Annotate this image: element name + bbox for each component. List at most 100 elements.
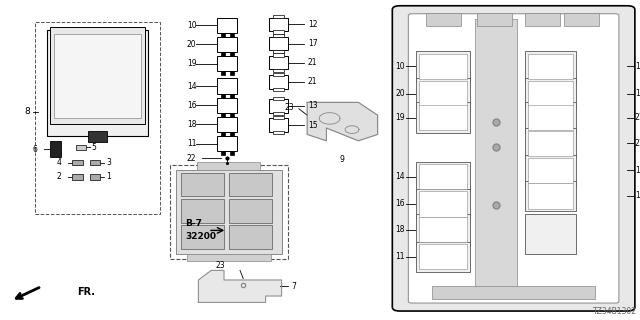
Bar bbox=[269, 118, 288, 132]
Bar bbox=[525, 181, 576, 211]
Bar bbox=[221, 113, 225, 117]
Text: 21: 21 bbox=[308, 77, 317, 86]
Bar bbox=[269, 18, 288, 31]
Bar bbox=[416, 102, 470, 133]
Bar bbox=[525, 78, 576, 109]
Bar bbox=[217, 78, 237, 94]
Text: 17: 17 bbox=[308, 39, 317, 48]
Bar bbox=[217, 98, 237, 113]
Bar bbox=[230, 52, 234, 56]
Bar bbox=[47, 30, 148, 136]
Bar bbox=[221, 52, 225, 56]
Text: 3: 3 bbox=[106, 158, 111, 167]
Text: 10: 10 bbox=[187, 21, 196, 30]
Bar bbox=[181, 225, 225, 249]
Bar bbox=[273, 131, 284, 134]
Text: 15: 15 bbox=[635, 191, 640, 201]
Bar bbox=[528, 54, 573, 79]
Bar bbox=[525, 128, 576, 158]
Text: 1: 1 bbox=[106, 172, 111, 181]
Bar bbox=[416, 242, 470, 272]
Bar bbox=[176, 170, 282, 254]
Text: 8: 8 bbox=[24, 108, 29, 116]
Bar bbox=[525, 214, 576, 254]
Text: 16: 16 bbox=[187, 101, 196, 110]
Bar bbox=[197, 162, 260, 170]
Bar bbox=[416, 214, 470, 245]
Bar bbox=[221, 33, 225, 37]
Bar bbox=[419, 244, 467, 269]
FancyBboxPatch shape bbox=[392, 6, 635, 311]
FancyBboxPatch shape bbox=[408, 14, 619, 303]
Text: 11: 11 bbox=[187, 139, 196, 148]
Bar bbox=[269, 99, 288, 113]
Bar bbox=[273, 30, 284, 34]
Bar bbox=[273, 53, 284, 57]
Bar bbox=[419, 191, 467, 217]
Bar bbox=[230, 113, 234, 117]
Bar bbox=[187, 254, 271, 261]
Text: 14: 14 bbox=[187, 82, 196, 91]
Bar bbox=[419, 105, 467, 130]
Bar bbox=[217, 117, 237, 132]
Bar bbox=[273, 34, 284, 37]
Text: 23: 23 bbox=[285, 103, 294, 112]
Text: 4: 4 bbox=[56, 158, 61, 167]
Bar bbox=[221, 151, 225, 155]
Bar bbox=[229, 173, 272, 196]
Bar bbox=[273, 73, 284, 76]
Bar bbox=[217, 18, 237, 33]
Bar bbox=[269, 75, 288, 89]
Bar bbox=[221, 132, 225, 136]
Bar bbox=[416, 78, 470, 109]
Bar bbox=[416, 189, 470, 219]
Bar bbox=[90, 174, 100, 180]
Text: TZ34B1302: TZ34B1302 bbox=[593, 307, 637, 316]
Bar bbox=[273, 15, 284, 18]
Text: 2: 2 bbox=[57, 172, 61, 181]
Bar bbox=[35, 22, 160, 214]
Text: 21: 21 bbox=[308, 58, 317, 67]
Text: 9: 9 bbox=[340, 156, 345, 164]
Text: 13: 13 bbox=[308, 101, 317, 110]
Bar bbox=[221, 94, 225, 98]
Text: 14: 14 bbox=[396, 172, 405, 181]
Bar bbox=[273, 112, 284, 115]
Bar bbox=[221, 71, 225, 75]
Text: 15: 15 bbox=[308, 121, 317, 130]
Bar bbox=[230, 71, 234, 75]
Bar bbox=[528, 105, 573, 130]
Bar bbox=[269, 37, 288, 50]
Bar bbox=[72, 174, 83, 180]
Text: 12: 12 bbox=[635, 62, 640, 71]
Text: 22: 22 bbox=[187, 154, 196, 163]
Bar bbox=[525, 51, 576, 82]
Bar bbox=[564, 13, 599, 26]
Text: 6: 6 bbox=[32, 145, 37, 154]
Polygon shape bbox=[307, 102, 378, 141]
Bar bbox=[432, 286, 595, 299]
Bar bbox=[419, 81, 467, 106]
Bar bbox=[273, 116, 284, 119]
Text: B-7: B-7 bbox=[186, 220, 203, 228]
Bar bbox=[528, 158, 573, 183]
Text: 18: 18 bbox=[396, 225, 405, 234]
Text: 21: 21 bbox=[635, 113, 640, 122]
Bar bbox=[416, 162, 470, 192]
Bar bbox=[217, 37, 237, 52]
Bar bbox=[230, 151, 234, 155]
Text: 23: 23 bbox=[216, 261, 226, 270]
Bar bbox=[229, 225, 272, 249]
Bar bbox=[419, 54, 467, 79]
Bar bbox=[269, 56, 288, 69]
Text: 13: 13 bbox=[635, 166, 640, 175]
Bar bbox=[273, 50, 284, 53]
Text: 12: 12 bbox=[308, 20, 317, 29]
Polygon shape bbox=[198, 270, 282, 302]
Bar bbox=[50, 27, 145, 124]
Bar bbox=[229, 199, 272, 222]
Text: 16: 16 bbox=[396, 199, 405, 209]
Text: 19: 19 bbox=[187, 59, 196, 68]
Bar bbox=[273, 69, 284, 72]
Text: FR.: FR. bbox=[77, 287, 95, 297]
